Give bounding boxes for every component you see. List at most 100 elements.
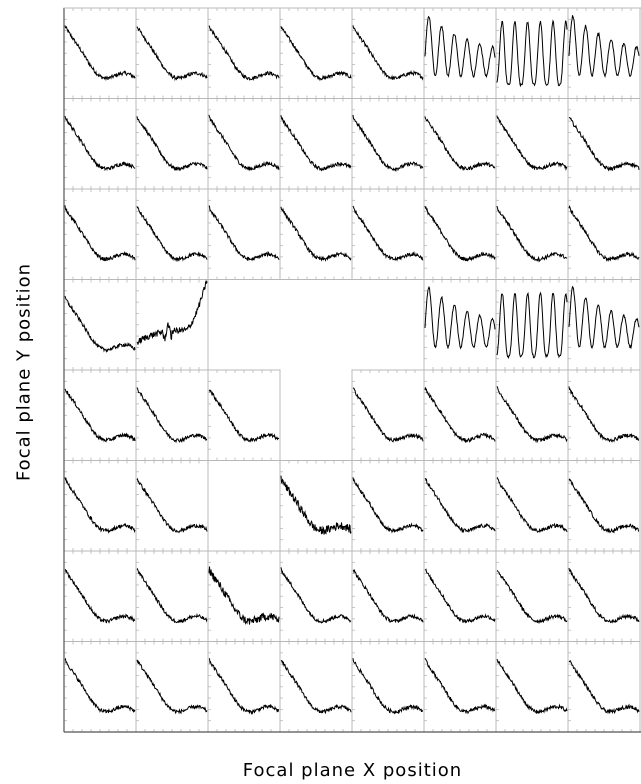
series-line-r2-c7: [496, 115, 568, 171]
series-line-r6-c7: [496, 476, 568, 534]
series-line-r7-c6: [424, 568, 496, 624]
panel-frame: [567, 279, 641, 371]
y-axis-label: Focal plane Y position: [13, 262, 35, 482]
panel-frame: [135, 279, 209, 371]
series-line-r5-c5: [352, 387, 424, 443]
panel-frame: [279, 188, 353, 280]
panel-frame: [567, 550, 641, 642]
panel-frame: [351, 98, 425, 190]
series-line-r3-c1: [64, 205, 136, 262]
panel-frame: [495, 641, 569, 733]
series-line-r5-c6: [424, 387, 496, 444]
panel-frame: [495, 98, 569, 190]
series-line-r8-c6: [424, 657, 496, 715]
series-line-r7-c5: [352, 568, 424, 623]
panel-frame: [495, 279, 569, 371]
series-line-r8-c1: [64, 657, 136, 714]
panel-frame: [423, 98, 497, 190]
panel-frame: [351, 550, 425, 642]
panel-frame: [423, 369, 497, 461]
panel-frame: [279, 641, 353, 733]
series-line-r2-c6: [424, 116, 496, 171]
series-line-r7-c4: [280, 567, 352, 624]
series-line-r1-c2: [136, 26, 208, 82]
series-line-r5-c8: [568, 386, 640, 443]
series-line-r3-c5: [352, 205, 424, 262]
series-line-r3-c6: [424, 205, 496, 262]
series-line-r8-c7: [496, 658, 568, 715]
series-line-r1-c5: [352, 25, 424, 81]
series-line-r6-c4: [280, 475, 352, 535]
panel-frame: [63, 98, 137, 190]
series-line-r3-c2: [136, 206, 208, 263]
panel-frame: [423, 7, 497, 99]
series-line-r5-c1: [64, 388, 136, 443]
series-line-r7-c8: [568, 567, 640, 624]
panel-frame: [279, 98, 353, 190]
series-line-r2-c1: [64, 115, 136, 172]
panel-frame: [207, 188, 281, 280]
series-line-r7-c7: [496, 570, 568, 625]
series-line-r6-c8: [568, 478, 640, 534]
panel-frame: [135, 7, 209, 99]
series-line-r6-c2: [136, 477, 208, 534]
panel-frame: [495, 460, 569, 552]
series-layer: [64, 15, 640, 715]
panel-frame: [495, 369, 569, 461]
panel-frame: [279, 460, 353, 552]
series-line-r7-c2: [136, 567, 208, 624]
panel-frame: [567, 641, 641, 733]
series-line-r2-c8: [568, 117, 640, 172]
series-line-r4-c7: [496, 291, 568, 360]
panel-frame: [207, 550, 281, 642]
panel-frame: [495, 7, 569, 99]
panel-frame: [423, 550, 497, 642]
series-line-r5-c2: [136, 387, 208, 444]
series-line-r6-c6: [424, 477, 496, 534]
panel-frame: [495, 550, 569, 642]
series-line-r8-c2: [136, 659, 208, 715]
panel-frame: [207, 369, 281, 461]
panel-frame: [423, 188, 497, 280]
series-line-r5-c3: [208, 389, 280, 443]
panel-frame: [207, 7, 281, 99]
panel-frame: [567, 7, 641, 99]
panel-frame: [63, 279, 137, 371]
series-line-r1-c4: [280, 26, 352, 82]
panel-frame: [279, 7, 353, 99]
panel-frame: [135, 369, 209, 461]
series-line-r2-c2: [136, 116, 208, 172]
series-line-r1-c1: [64, 25, 136, 81]
panel-frame: [423, 641, 497, 733]
series-line-r8-c5: [352, 658, 424, 715]
series-line-r6-c5: [352, 477, 424, 534]
panel-frame: [351, 369, 425, 461]
series-line-r8-c8: [568, 660, 640, 715]
series-line-r1-c6: [424, 15, 496, 79]
series-line-r3-c8: [568, 205, 640, 262]
panel-frame: [63, 188, 137, 280]
panel-frame: [495, 188, 569, 280]
series-line-r4-c2: [136, 279, 208, 345]
panel-frame: [423, 460, 497, 552]
series-line-r1-c3: [208, 25, 280, 82]
series-line-r3-c3: [208, 205, 280, 262]
series-line-r3-c7: [496, 205, 568, 263]
panel-frame: [63, 369, 137, 461]
panel-frame: [351, 188, 425, 280]
panel-frame: [135, 98, 209, 190]
series-line-r3-c4: [280, 206, 352, 262]
panel-frame: [279, 550, 353, 642]
series-line-r6-c1: [64, 477, 136, 534]
panel-frame: [135, 641, 209, 733]
panel-frame: [207, 641, 281, 733]
series-line-r2-c4: [280, 115, 352, 172]
series-line-r7-c3: [208, 566, 280, 625]
series-line-r4-c6: [424, 285, 496, 350]
series-line-r7-c1: [64, 568, 136, 624]
grid-layer: [63, 7, 641, 733]
series-line-r8-c4: [280, 659, 352, 715]
panel-frame: [567, 460, 641, 552]
panel-frame: [135, 460, 209, 552]
series-line-r2-c5: [352, 114, 424, 173]
